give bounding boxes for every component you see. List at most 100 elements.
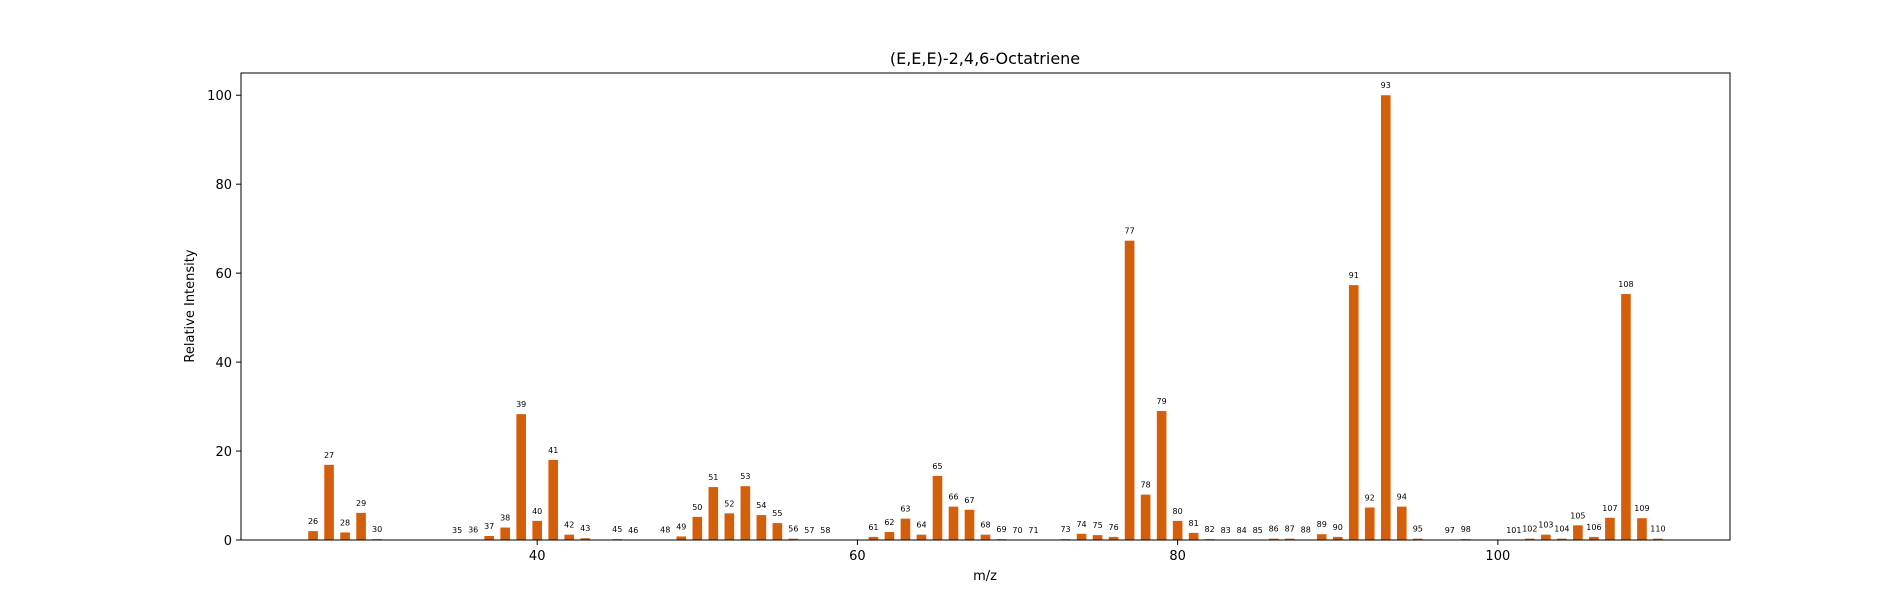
bar-label-mz-49: 49 bbox=[676, 522, 686, 531]
y-tick-label: 100 bbox=[207, 89, 232, 104]
bar-label-mz-51: 51 bbox=[708, 473, 718, 482]
bar-mz-75 bbox=[1092, 535, 1103, 540]
bar-label-mz-75: 75 bbox=[1092, 521, 1102, 530]
bar-label-mz-104: 104 bbox=[1554, 525, 1569, 534]
bar-label-mz-101: 101 bbox=[1506, 526, 1521, 535]
x-axis-label: m/z bbox=[973, 569, 997, 584]
bar-mz-51 bbox=[708, 487, 719, 540]
bar-label-mz-63: 63 bbox=[900, 505, 910, 514]
bar-label-mz-66: 66 bbox=[948, 493, 958, 502]
bar-label-mz-88: 88 bbox=[1301, 526, 1311, 535]
bar-mz-27 bbox=[324, 464, 334, 540]
bar-mz-93 bbox=[1380, 95, 1391, 541]
bar-label-mz-55: 55 bbox=[772, 509, 782, 518]
bar-label-mz-105: 105 bbox=[1570, 511, 1585, 520]
bar-label-mz-37: 37 bbox=[484, 522, 494, 531]
bar-mz-76 bbox=[1108, 536, 1119, 540]
bar-label-mz-68: 68 bbox=[980, 521, 990, 530]
bar-label-mz-106: 106 bbox=[1586, 523, 1601, 532]
bar-label-mz-102: 102 bbox=[1522, 525, 1537, 534]
bar-mz-65 bbox=[932, 475, 943, 540]
bar-label-mz-69: 69 bbox=[996, 525, 1006, 534]
bar-label-mz-50: 50 bbox=[692, 503, 702, 512]
bar-mz-28 bbox=[340, 532, 350, 540]
x-tick-label: 100 bbox=[1485, 549, 1510, 564]
x-tick-label: 40 bbox=[529, 549, 546, 564]
bar-mz-90 bbox=[1332, 536, 1343, 540]
bar-mz-78 bbox=[1140, 494, 1151, 540]
bar-mz-79 bbox=[1156, 411, 1167, 540]
bar-label-mz-91: 91 bbox=[1349, 271, 1359, 280]
bar-label-mz-103: 103 bbox=[1538, 521, 1553, 530]
x-axis-ticks: 40 60 80 100 bbox=[529, 540, 1510, 564]
bar-label-mz-57: 57 bbox=[804, 526, 814, 535]
bar-mz-61 bbox=[868, 536, 879, 540]
bar-mz-68 bbox=[980, 534, 991, 540]
bar-label-mz-80: 80 bbox=[1173, 507, 1183, 516]
bar-mz-50 bbox=[692, 516, 703, 540]
bar-label-mz-73: 73 bbox=[1060, 525, 1070, 534]
bar-label-mz-77: 77 bbox=[1125, 227, 1135, 236]
bar-label-mz-108: 108 bbox=[1618, 280, 1633, 289]
bar-label-mz-45: 45 bbox=[612, 525, 622, 534]
bar-label-mz-54: 54 bbox=[756, 501, 766, 510]
y-tick-label: 80 bbox=[215, 178, 232, 193]
bar-mz-38 bbox=[500, 527, 510, 540]
bar-label-mz-82: 82 bbox=[1205, 525, 1215, 534]
bar-label-mz-35: 35 bbox=[452, 526, 462, 535]
bar-label-mz-90: 90 bbox=[1333, 523, 1343, 532]
bar-label-mz-74: 74 bbox=[1076, 520, 1086, 529]
bar-mz-77 bbox=[1124, 240, 1135, 540]
chart-title: (E,E,E)-2,4,6-Octatriene bbox=[890, 49, 1080, 68]
bar-label-mz-61: 61 bbox=[868, 523, 878, 532]
bar-label-mz-81: 81 bbox=[1189, 519, 1199, 528]
bar-mz-86 bbox=[1268, 538, 1279, 540]
bar-mz-64 bbox=[916, 534, 927, 540]
bar-label-mz-52: 52 bbox=[724, 499, 734, 508]
bar-label-mz-92: 92 bbox=[1365, 494, 1375, 503]
bar-mz-74 bbox=[1076, 533, 1087, 540]
bar-label-mz-41: 41 bbox=[548, 446, 558, 455]
bar-label-mz-40: 40 bbox=[532, 507, 542, 516]
bar-mz-52 bbox=[724, 513, 735, 540]
bar-label-mz-84: 84 bbox=[1237, 526, 1247, 535]
bar-label-mz-86: 86 bbox=[1269, 525, 1279, 534]
bar-mz-95 bbox=[1412, 538, 1423, 540]
bar-labels-group: 26 27 28 29 30 35 36 37 38 39 40 41 42 43 45 46 48 49 50 51… bbox=[308, 81, 1666, 535]
bar-mz-81 bbox=[1188, 532, 1199, 540]
bar-mz-62 bbox=[884, 531, 895, 540]
bar-label-mz-46: 46 bbox=[628, 526, 638, 535]
bar-label-mz-70: 70 bbox=[1012, 526, 1022, 535]
bar-mz-94 bbox=[1396, 506, 1407, 540]
bar-mz-42 bbox=[564, 534, 575, 540]
bar-label-mz-64: 64 bbox=[916, 521, 926, 530]
bar-mz-102 bbox=[1525, 538, 1535, 540]
y-tick-label: 40 bbox=[215, 356, 232, 371]
bar-mz-39 bbox=[516, 414, 526, 540]
y-tick-label: 60 bbox=[215, 267, 232, 282]
bar-label-mz-39: 39 bbox=[516, 400, 526, 409]
bar-mz-89 bbox=[1316, 534, 1327, 540]
bar-label-mz-48: 48 bbox=[660, 526, 670, 535]
bar-label-mz-38: 38 bbox=[500, 514, 510, 523]
bar-label-mz-107: 107 bbox=[1602, 504, 1617, 513]
bar-label-mz-42: 42 bbox=[564, 521, 574, 530]
bar-mz-37 bbox=[484, 536, 494, 540]
bar-label-mz-93: 93 bbox=[1381, 81, 1391, 90]
bar-mz-80 bbox=[1172, 520, 1183, 540]
bar-label-mz-28: 28 bbox=[340, 518, 350, 527]
bar-label-mz-87: 87 bbox=[1285, 525, 1295, 534]
bar-mz-43 bbox=[580, 538, 591, 540]
bar-mz-91 bbox=[1348, 285, 1359, 540]
bar-mz-106 bbox=[1589, 536, 1599, 540]
plot-frame bbox=[240, 72, 1731, 541]
bar-mz-54 bbox=[756, 515, 767, 540]
bar-label-mz-98: 98 bbox=[1461, 525, 1471, 534]
bar-label-mz-58: 58 bbox=[820, 526, 830, 535]
bar-label-mz-76: 76 bbox=[1108, 523, 1118, 532]
bar-label-mz-79: 79 bbox=[1157, 397, 1167, 406]
bar-mz-67 bbox=[964, 509, 975, 540]
bar-label-mz-27: 27 bbox=[324, 451, 334, 460]
bar-label-mz-89: 89 bbox=[1317, 520, 1327, 529]
bar-label-mz-97: 97 bbox=[1445, 526, 1455, 535]
